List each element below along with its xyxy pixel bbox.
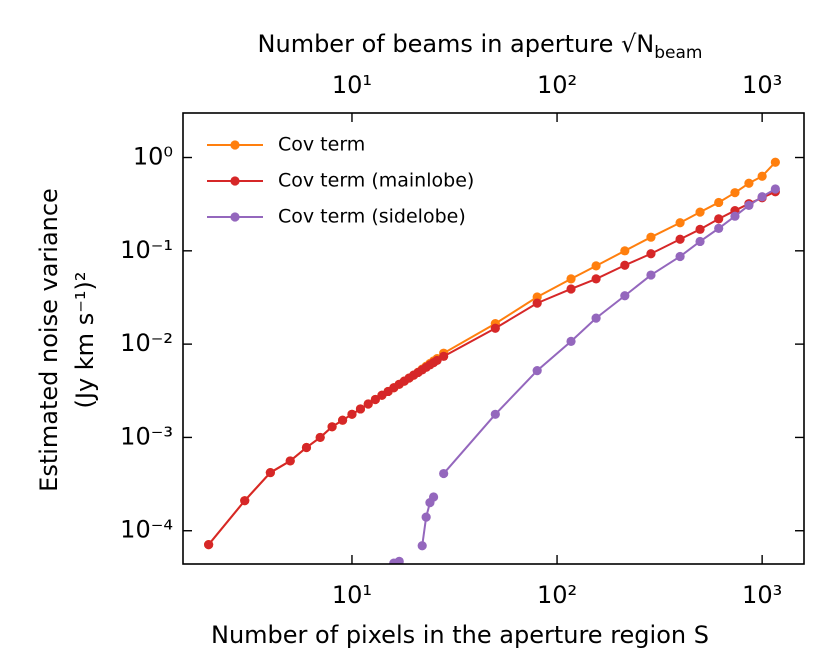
data-point — [675, 218, 685, 228]
data-point — [591, 261, 601, 271]
data-point — [301, 442, 312, 453]
data-point — [439, 468, 449, 479]
data-point — [770, 184, 780, 194]
data-point — [620, 246, 630, 256]
data-point — [347, 409, 357, 419]
data-point — [439, 351, 449, 361]
y-axis-label-units: (Jy km s⁻¹)² — [71, 272, 99, 409]
data-point — [646, 232, 656, 242]
legend-label: Cov term (mainlobe) — [278, 170, 474, 192]
x-axis-label: Number of pixels in the aperture region … — [211, 621, 709, 649]
data-point — [370, 394, 380, 405]
series-line — [393, 188, 776, 564]
y-tick-label: 10⁻² — [120, 329, 173, 357]
data-point — [432, 355, 442, 366]
data-point — [730, 188, 740, 198]
y-tick-label: 10⁻³ — [120, 422, 173, 450]
data-point — [591, 274, 601, 284]
legend-marker — [230, 176, 240, 186]
plot-area — [204, 157, 780, 564]
data-point — [417, 541, 427, 551]
data-point — [285, 456, 295, 466]
data-point — [714, 223, 724, 233]
data-point — [337, 415, 348, 425]
data-point — [394, 556, 404, 564]
data-point — [757, 192, 767, 202]
data-point — [744, 178, 754, 188]
data-point — [204, 540, 214, 550]
data-point — [363, 399, 373, 409]
data-point — [315, 432, 325, 443]
data-point — [591, 313, 601, 323]
data-point — [714, 197, 724, 208]
data-point — [566, 284, 576, 294]
data-point — [532, 366, 542, 376]
legend-marker — [230, 212, 240, 222]
data-point — [327, 422, 337, 432]
data-point — [675, 251, 685, 262]
x-tick-label: 10² — [537, 581, 577, 609]
data-point — [646, 270, 656, 280]
axes-frame — [182, 112, 805, 565]
data-point — [566, 336, 576, 346]
y-axis-label: Estimated noise variance — [35, 188, 63, 492]
data-point — [695, 207, 705, 217]
top-axis-label: Number of beams in aperture √Nbeam — [258, 30, 703, 63]
data-point — [714, 214, 724, 224]
y-tick-label: 10⁰ — [133, 143, 173, 171]
y-tick-label: 10⁻¹ — [120, 236, 173, 264]
top-x-tick-label: 10³ — [742, 71, 782, 99]
top-x-tick-label: 10² — [537, 71, 577, 99]
data-point — [240, 496, 250, 506]
data-point — [620, 260, 630, 270]
data-point — [646, 249, 656, 259]
data-point — [695, 236, 705, 247]
data-point — [532, 298, 542, 308]
top-x-tick-label: 10¹ — [332, 71, 372, 99]
top-axis-label-main: Number of beams in aperture √N — [258, 30, 655, 58]
legend-label: Cov term (sidelobe) — [278, 206, 466, 228]
data-point — [620, 291, 630, 301]
data-point — [770, 157, 780, 167]
data-point — [265, 467, 275, 478]
data-point — [675, 234, 685, 244]
x-tick-label: 10³ — [742, 581, 782, 609]
data-point — [428, 492, 439, 502]
x-tick-label: 10¹ — [332, 581, 372, 609]
y-tick-label: 10⁻⁴ — [120, 516, 173, 544]
data-point — [490, 409, 500, 419]
data-point — [757, 171, 767, 181]
series-line — [207, 190, 776, 546]
data-point — [490, 323, 500, 333]
data-point — [695, 224, 705, 234]
data-point — [355, 404, 366, 414]
data-point — [421, 512, 431, 522]
data-point — [730, 211, 740, 221]
data-point — [566, 274, 576, 284]
legend-label: Cov term — [278, 134, 365, 156]
top-axis-label-sub: beam — [654, 43, 702, 63]
legend-marker — [230, 140, 240, 150]
data-point — [744, 200, 754, 210]
